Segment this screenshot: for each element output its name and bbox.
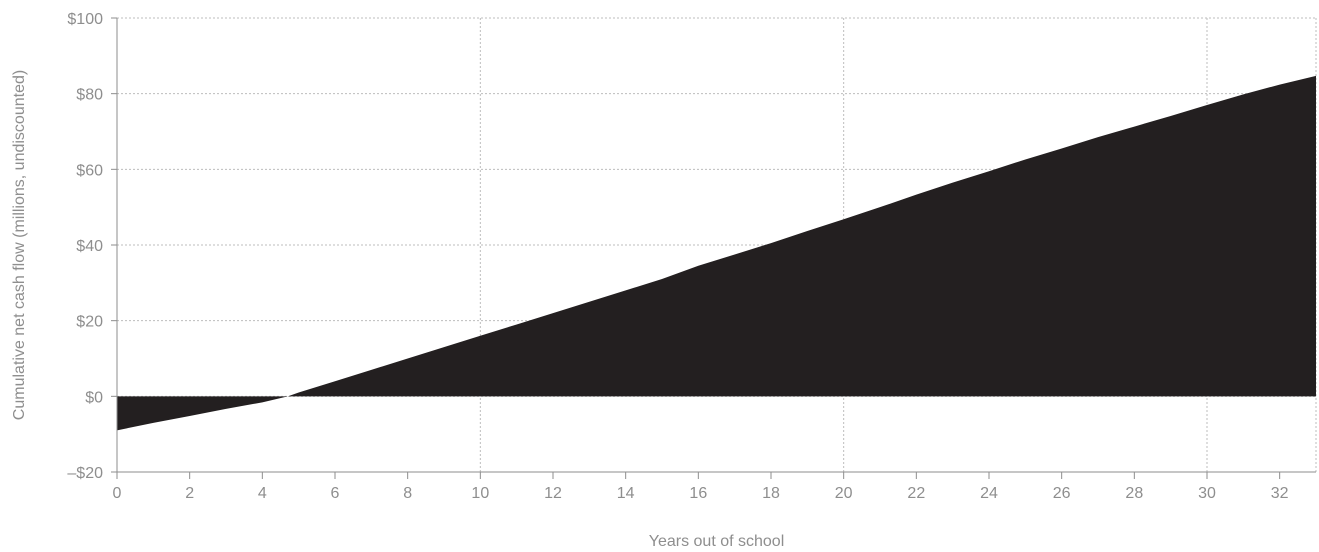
y-axis-title: Cumulative net cash flow (millions, undi… [11, 70, 28, 420]
y-tick-label: $20 [76, 314, 103, 331]
axes [111, 17, 1316, 479]
x-tick-label: 24 [980, 485, 998, 502]
x-tick-label: 6 [331, 485, 340, 502]
y-tick-label: $0 [85, 389, 103, 406]
y-tick-label: $100 [67, 11, 103, 28]
area-series [117, 75, 1316, 431]
x-axis-title: Years out of school [649, 533, 785, 550]
x-tick-label: 28 [1125, 485, 1143, 502]
x-tick-label: 18 [762, 485, 780, 502]
x-tick-label: 12 [544, 485, 562, 502]
y-tick-label: $80 [76, 87, 103, 104]
x-tick-label: 2 [185, 485, 194, 502]
area-fill [117, 75, 1316, 431]
x-tick-label: 30 [1198, 485, 1216, 502]
x-tick-label: 20 [835, 485, 853, 502]
x-tick-label: 32 [1271, 485, 1289, 502]
x-tick-label: 16 [689, 485, 707, 502]
x-tick-label: 22 [907, 485, 925, 502]
y-tick-label: –$20 [67, 465, 103, 482]
y-tick-label: $60 [76, 162, 103, 179]
y-tick-label: $40 [76, 238, 103, 255]
x-tick-label: 8 [403, 485, 412, 502]
x-tick-label: 4 [258, 485, 267, 502]
x-tick-label: 14 [617, 485, 635, 502]
x-tick-label: 0 [113, 485, 122, 502]
x-tick-label: 10 [471, 485, 489, 502]
x-tick-label: 26 [1053, 485, 1071, 502]
